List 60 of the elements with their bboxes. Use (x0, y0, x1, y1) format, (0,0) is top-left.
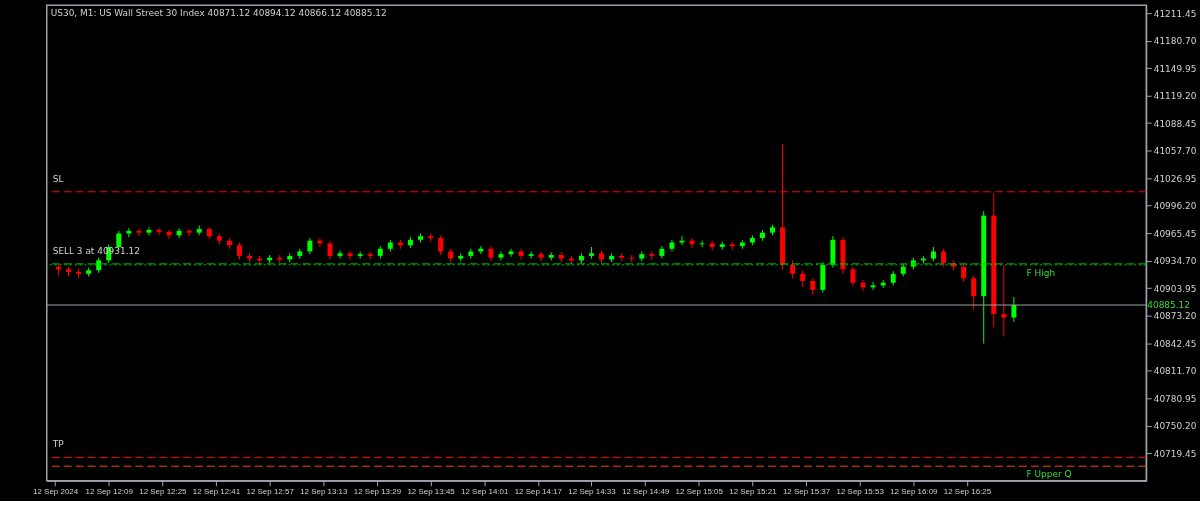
y-tick-label: 40996.20 (1153, 201, 1197, 212)
y-tick-label: 40719.45 (1153, 448, 1197, 459)
x-tick-label: 12 Sep 12:41 (192, 487, 241, 497)
x-tick-label: 12 Sep 14:01 (461, 487, 509, 497)
y-tick-label: 41057.70 (1153, 146, 1197, 157)
candlestick (699, 240, 705, 248)
x-tick-label: 12 Sep 15:37 (782, 487, 831, 497)
ref-line-label: SL (52, 173, 64, 184)
x-tick-label: 12 Sep 16:09 (890, 487, 939, 497)
candlestick (347, 250, 353, 260)
y-tick-label: 40780.95 (1153, 393, 1197, 404)
x-tick-label: 12 Sep 15:05 (675, 487, 724, 497)
y-tick-label: 41026.95 (1153, 173, 1197, 184)
candlestick (498, 250, 504, 261)
y-tick-label: 41211.45 (1153, 8, 1197, 19)
x-tick-label: 12 Sep 14:17 (514, 487, 563, 497)
y-tick-label: 40842.45 (1153, 338, 1197, 349)
candlestick (850, 266, 856, 287)
x-tick-label: 12 Sep 12:25 (139, 487, 188, 497)
annotation: F High (1026, 267, 1056, 278)
candlestick (156, 227, 162, 236)
candlestick (659, 245, 665, 260)
x-tick-label: 12 Sep 15:21 (729, 487, 778, 497)
x-tick-label: 12 Sep 14:49 (621, 487, 670, 497)
ref-line-label: TP (51, 439, 65, 450)
x-tick-label: 12 Sep 2024 (33, 487, 79, 497)
candlestick (508, 248, 514, 258)
y-tick-label: 41149.95 (1153, 63, 1197, 74)
candlestick (518, 248, 524, 260)
candlestick (136, 228, 142, 237)
y-tick-label: 40903.95 (1153, 283, 1197, 294)
x-tick-label: 12 Sep 12:09 (85, 487, 134, 497)
y-tick-label: 40965.45 (1153, 228, 1197, 239)
candlestick (337, 250, 343, 260)
annotation: F Upper Q (1026, 469, 1072, 480)
x-tick-label: 12 Sep 12:57 (246, 487, 295, 497)
candlestick (870, 281, 876, 291)
y-tick-label: 41180.70 (1153, 36, 1197, 47)
y-tick-label: 40873.20 (1153, 311, 1197, 322)
x-tick-label: 12 Sep 15:53 (836, 487, 885, 497)
chart-title: US30, M1: US Wall Street 30 Index 40871.12 40894.12 40866.12 40885.12 (50, 8, 387, 19)
annotation: 40885.12 (1147, 300, 1190, 311)
y-tick-label: 41119.20 (1153, 91, 1197, 102)
candlestick (176, 227, 182, 239)
candlestick (860, 279, 866, 292)
candlestick (1001, 264, 1007, 337)
candlestick (971, 275, 977, 311)
x-tick-label: 12 Sep 13:13 (300, 487, 349, 497)
x-tick-label: 12 Sep 13:45 (407, 487, 456, 497)
x-tick-label: 12 Sep 16:25 (943, 487, 992, 497)
y-tick-label: 40750.20 (1153, 421, 1197, 432)
candlestick (146, 226, 152, 236)
candlestick (438, 234, 444, 256)
x-tick-label: 12 Sep 14:33 (568, 487, 617, 497)
y-tick-label: 40811.70 (1153, 366, 1197, 377)
candlestick (1011, 296, 1017, 323)
y-tick-label: 41088.45 (1153, 118, 1197, 129)
x-tick-label: 12 Sep 13:29 (353, 487, 402, 497)
y-tick-label: 40934.70 (1153, 256, 1197, 267)
candlestick (528, 250, 534, 260)
